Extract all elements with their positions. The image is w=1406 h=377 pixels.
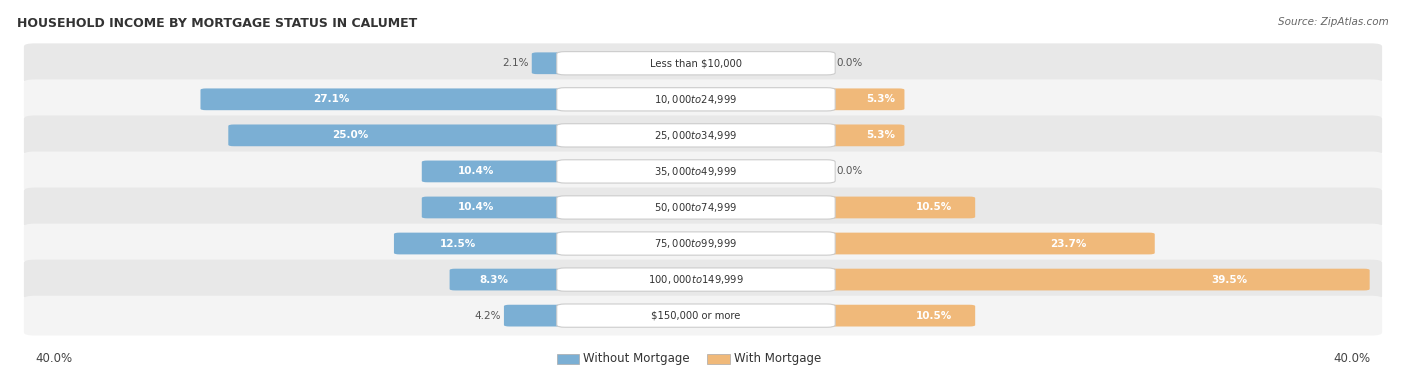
FancyBboxPatch shape — [503, 305, 571, 326]
Text: $10,000 to $24,999: $10,000 to $24,999 — [654, 93, 738, 106]
FancyBboxPatch shape — [557, 232, 835, 255]
Text: 4.2%: 4.2% — [475, 311, 501, 320]
FancyBboxPatch shape — [24, 296, 1382, 336]
FancyBboxPatch shape — [24, 115, 1382, 155]
FancyBboxPatch shape — [228, 124, 571, 146]
Text: 10.4%: 10.4% — [457, 166, 494, 176]
FancyBboxPatch shape — [557, 52, 835, 75]
FancyBboxPatch shape — [821, 305, 976, 326]
Text: $100,000 to $149,999: $100,000 to $149,999 — [648, 273, 744, 286]
Text: 40.0%: 40.0% — [1334, 352, 1371, 365]
Text: 5.3%: 5.3% — [866, 94, 896, 104]
Text: 0.0%: 0.0% — [837, 166, 863, 176]
FancyBboxPatch shape — [707, 354, 730, 364]
Text: With Mortgage: With Mortgage — [734, 352, 821, 365]
Text: 10.5%: 10.5% — [915, 311, 952, 320]
Text: 10.4%: 10.4% — [457, 202, 494, 213]
FancyBboxPatch shape — [422, 196, 571, 218]
Text: $150,000 or more: $150,000 or more — [651, 311, 741, 320]
Text: Less than $10,000: Less than $10,000 — [650, 58, 742, 68]
Text: 39.5%: 39.5% — [1212, 274, 1247, 285]
FancyBboxPatch shape — [422, 161, 571, 182]
FancyBboxPatch shape — [394, 233, 571, 254]
FancyBboxPatch shape — [557, 160, 835, 183]
FancyBboxPatch shape — [557, 268, 835, 291]
Text: $25,000 to $34,999: $25,000 to $34,999 — [654, 129, 738, 142]
FancyBboxPatch shape — [821, 89, 904, 110]
FancyBboxPatch shape — [450, 269, 571, 290]
FancyBboxPatch shape — [821, 269, 1369, 290]
FancyBboxPatch shape — [821, 233, 1154, 254]
Text: $35,000 to $49,999: $35,000 to $49,999 — [654, 165, 738, 178]
FancyBboxPatch shape — [557, 88, 835, 111]
FancyBboxPatch shape — [821, 196, 976, 218]
FancyBboxPatch shape — [557, 124, 835, 147]
Text: 2.1%: 2.1% — [502, 58, 529, 68]
FancyBboxPatch shape — [201, 89, 571, 110]
Text: 10.5%: 10.5% — [915, 202, 952, 213]
Text: 8.3%: 8.3% — [479, 274, 508, 285]
Text: 5.3%: 5.3% — [866, 130, 896, 140]
FancyBboxPatch shape — [24, 152, 1382, 192]
Text: 40.0%: 40.0% — [35, 352, 72, 365]
Text: 23.7%: 23.7% — [1050, 239, 1087, 248]
Text: 12.5%: 12.5% — [440, 239, 475, 248]
Text: $50,000 to $74,999: $50,000 to $74,999 — [654, 201, 738, 214]
FancyBboxPatch shape — [557, 196, 835, 219]
Text: 0.0%: 0.0% — [837, 58, 863, 68]
Text: Source: ZipAtlas.com: Source: ZipAtlas.com — [1278, 17, 1389, 27]
FancyBboxPatch shape — [24, 188, 1382, 227]
Text: $75,000 to $99,999: $75,000 to $99,999 — [654, 237, 738, 250]
FancyBboxPatch shape — [24, 260, 1382, 299]
FancyBboxPatch shape — [24, 43, 1382, 83]
FancyBboxPatch shape — [821, 124, 904, 146]
FancyBboxPatch shape — [24, 80, 1382, 119]
FancyBboxPatch shape — [24, 224, 1382, 264]
Text: HOUSEHOLD INCOME BY MORTGAGE STATUS IN CALUMET: HOUSEHOLD INCOME BY MORTGAGE STATUS IN C… — [17, 17, 418, 30]
FancyBboxPatch shape — [557, 354, 579, 364]
Text: Without Mortgage: Without Mortgage — [583, 352, 690, 365]
Text: 27.1%: 27.1% — [314, 94, 350, 104]
Text: 25.0%: 25.0% — [332, 130, 368, 140]
FancyBboxPatch shape — [557, 304, 835, 327]
FancyBboxPatch shape — [531, 52, 571, 74]
